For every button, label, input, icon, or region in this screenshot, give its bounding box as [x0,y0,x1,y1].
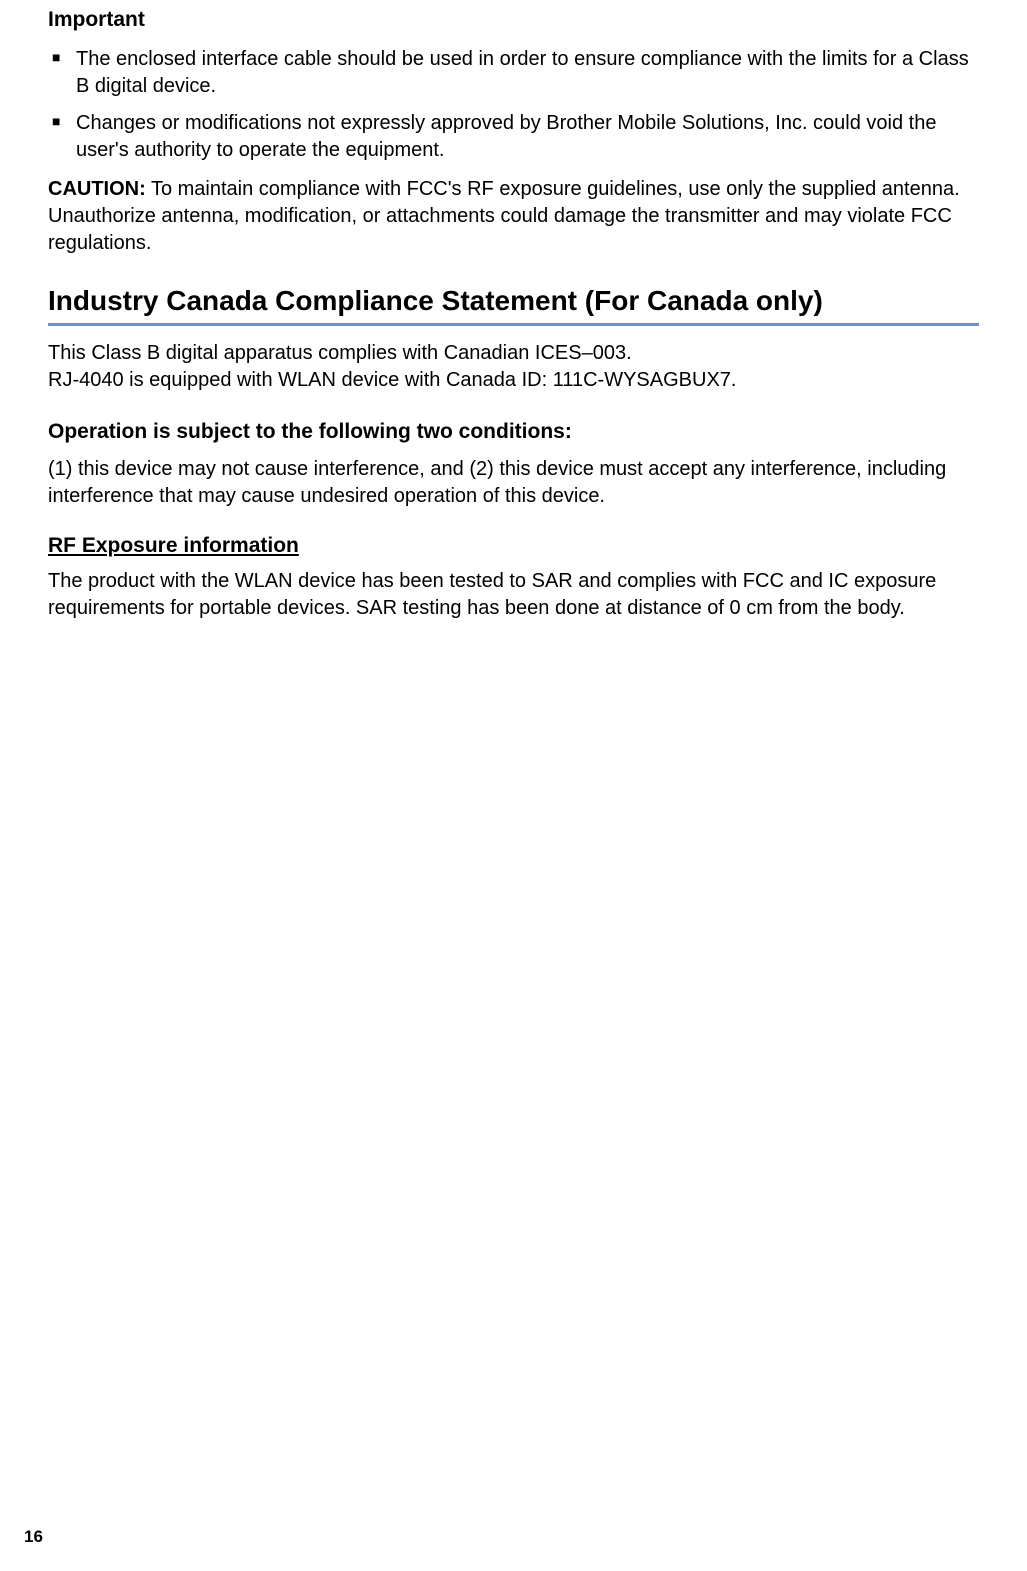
canada-line1: This Class B digital apparatus complies … [48,342,632,364]
bullet-item: Changes or modifications not expressly a… [48,110,979,164]
bullet-item: The enclosed interface cable should be u… [48,46,979,100]
rf-exposure-text: The product with the WLAN device has bee… [48,568,979,622]
page-number: 16 [24,1527,43,1547]
canada-line2: RJ-4040 is equipped with WLAN device wit… [48,369,736,391]
important-heading: Important [48,8,979,32]
caution-label: CAUTION: [48,178,146,200]
important-bullets: The enclosed interface cable should be u… [48,46,979,164]
canada-section-heading: Industry Canada Compliance Statement (Fo… [48,285,979,326]
caution-text: To maintain compliance with FCC's RF exp… [48,178,960,254]
canada-intro-paragraph: This Class B digital apparatus complies … [48,340,979,394]
rf-exposure-heading: RF Exposure information [48,534,979,558]
conditions-heading: Operation is subject to the following tw… [48,418,979,446]
caution-paragraph: CAUTION: To maintain compliance with FCC… [48,176,979,257]
conditions-text: (1) this device may not cause interferen… [48,456,979,510]
